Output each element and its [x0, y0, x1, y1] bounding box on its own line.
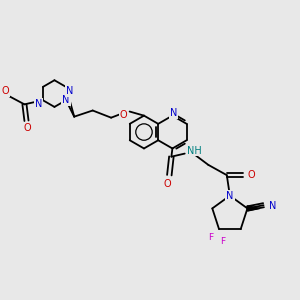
- Text: O: O: [120, 110, 127, 120]
- Text: N: N: [170, 108, 177, 118]
- Text: O: O: [164, 179, 171, 189]
- Text: N: N: [66, 86, 74, 96]
- Text: F: F: [208, 233, 213, 242]
- Text: N: N: [226, 191, 234, 201]
- Text: N: N: [62, 95, 70, 105]
- Polygon shape: [248, 206, 260, 211]
- Text: O: O: [1, 86, 9, 96]
- Text: N: N: [35, 99, 43, 109]
- Text: NH: NH: [187, 146, 201, 155]
- Text: N: N: [269, 201, 277, 211]
- Text: F: F: [220, 237, 226, 246]
- Text: O: O: [24, 123, 31, 133]
- Text: O: O: [248, 170, 255, 180]
